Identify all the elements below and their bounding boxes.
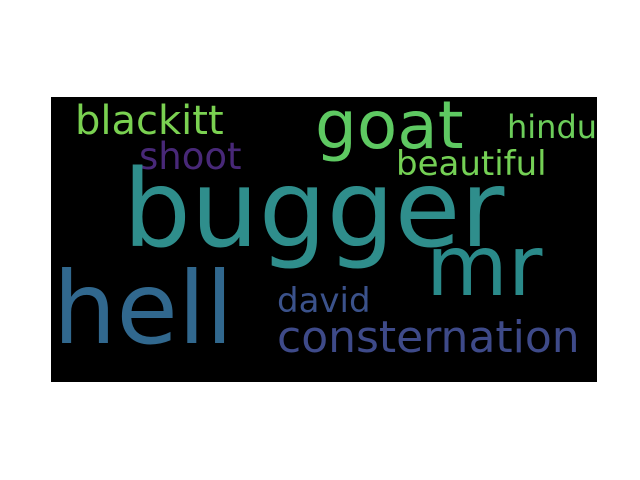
word-goat: goat	[315, 97, 464, 164]
word-cloud: blackitt goat hindu shoot beautiful bugg…	[51, 97, 597, 382]
word-hell: hell	[53, 250, 234, 367]
word-beautiful: beautiful	[396, 144, 547, 184]
word-mr: mr	[426, 217, 543, 315]
word-hindu: hindu	[507, 108, 597, 146]
word-bugger: bugger	[123, 148, 505, 272]
word-shoot: shoot	[139, 135, 242, 178]
word-blackitt: blackitt	[75, 98, 224, 144]
word-david: david	[277, 281, 371, 321]
word-consternation: consternation	[277, 312, 580, 363]
